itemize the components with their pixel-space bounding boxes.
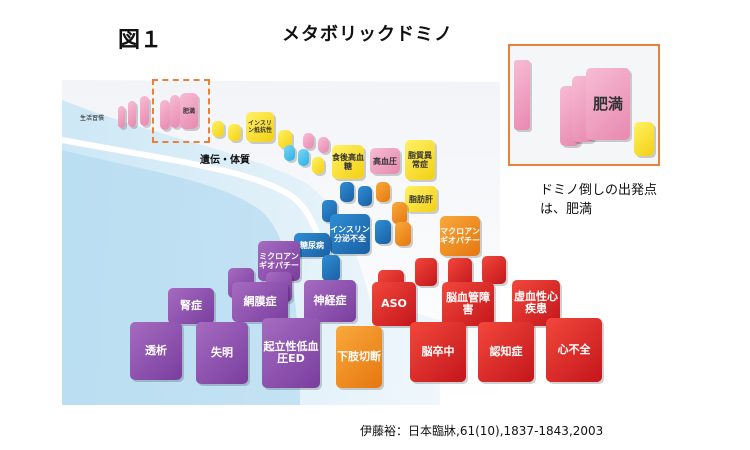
domino-blue-5 xyxy=(322,255,340,281)
citation: 伊藤裕：日本臨牀,61(10),1837-1843,2003 xyxy=(360,424,604,438)
domino-diabetes: 糖尿病 xyxy=(294,233,330,257)
domino-insulin-resistance: インスリン抵抗性 xyxy=(246,112,274,142)
domino-pink-3 xyxy=(140,96,149,126)
lifestyle-label: 生活習慣 xyxy=(80,115,105,122)
domino-fatty-liver: 脂肪肝 xyxy=(405,186,437,212)
domino-blue-1 xyxy=(340,182,354,202)
domino-heart-failure: 心不全 xyxy=(546,318,602,382)
domino-nephropathy: 腎症 xyxy=(168,288,214,324)
obesity-inset: 肥満 xyxy=(508,44,660,166)
domino-obesity-small: 肥満 xyxy=(180,93,198,129)
domino-yellow-3 xyxy=(278,130,292,148)
inset-pink-1 xyxy=(514,60,530,130)
domino-stroke: 脳卒中 xyxy=(410,322,466,382)
caption: ドミノ倒しの出発点は、肥満 xyxy=(540,183,658,217)
domino-pink-5 xyxy=(170,95,180,128)
diagram-title: メタボリックドミノ xyxy=(282,24,453,45)
domino-neuropathy: 神経症 xyxy=(304,280,356,322)
domino-dialysis: 透析 xyxy=(130,322,182,380)
domino-pink-1 xyxy=(118,106,125,128)
domino-macroangiopathy: マクロアンギオパチー xyxy=(440,216,480,256)
domino-pink-6 xyxy=(303,133,314,149)
domino-dyslipidemia: 脂質異常症 xyxy=(405,140,435,180)
domino-yellow-1 xyxy=(212,121,224,137)
domino-hypertension: 高血圧 xyxy=(370,148,400,174)
domino-orange-1 xyxy=(376,182,390,202)
domino-orange-3 xyxy=(395,222,411,246)
domino-retinopathy: 網膜症 xyxy=(232,282,288,322)
domino-blue-4 xyxy=(375,220,391,244)
obesity-highlight-box xyxy=(152,79,210,143)
domino-red-3 xyxy=(482,256,506,284)
domino-red-2 xyxy=(448,258,472,286)
domino-cyan-2 xyxy=(298,149,309,166)
domino-yellow-2 xyxy=(228,124,241,141)
domino-dementia: 認知症 xyxy=(478,322,534,382)
inset-obesity-domino: 肥満 xyxy=(586,68,630,140)
domino-cyan-1 xyxy=(284,145,295,161)
domino-orthostatic-ed: 起立性低血圧ED xyxy=(262,318,320,388)
domino-pink-4 xyxy=(160,100,170,130)
domino-insulin-secretion: インスリン分泌不全 xyxy=(330,214,370,254)
domino-aso: ASO xyxy=(372,282,416,326)
domino-red-1 xyxy=(415,258,437,286)
inset-yellow xyxy=(634,122,654,156)
domino-amputation: 下肢切断 xyxy=(336,326,382,388)
domino-pink-7 xyxy=(318,137,329,153)
domino-orange-2 xyxy=(392,202,407,224)
genetics-label: 遺伝・体質 xyxy=(200,155,250,166)
domino-postprandial: 食後高血糖 xyxy=(332,145,364,179)
domino-blindness: 失明 xyxy=(196,322,248,384)
domino-cerebrovascular: 脳血管障害 xyxy=(442,282,494,326)
domino-pink-2 xyxy=(128,101,136,127)
domino-yellow-4 xyxy=(312,157,324,174)
domino-blue-2 xyxy=(358,186,372,206)
figure-label: 図１ xyxy=(118,28,163,53)
